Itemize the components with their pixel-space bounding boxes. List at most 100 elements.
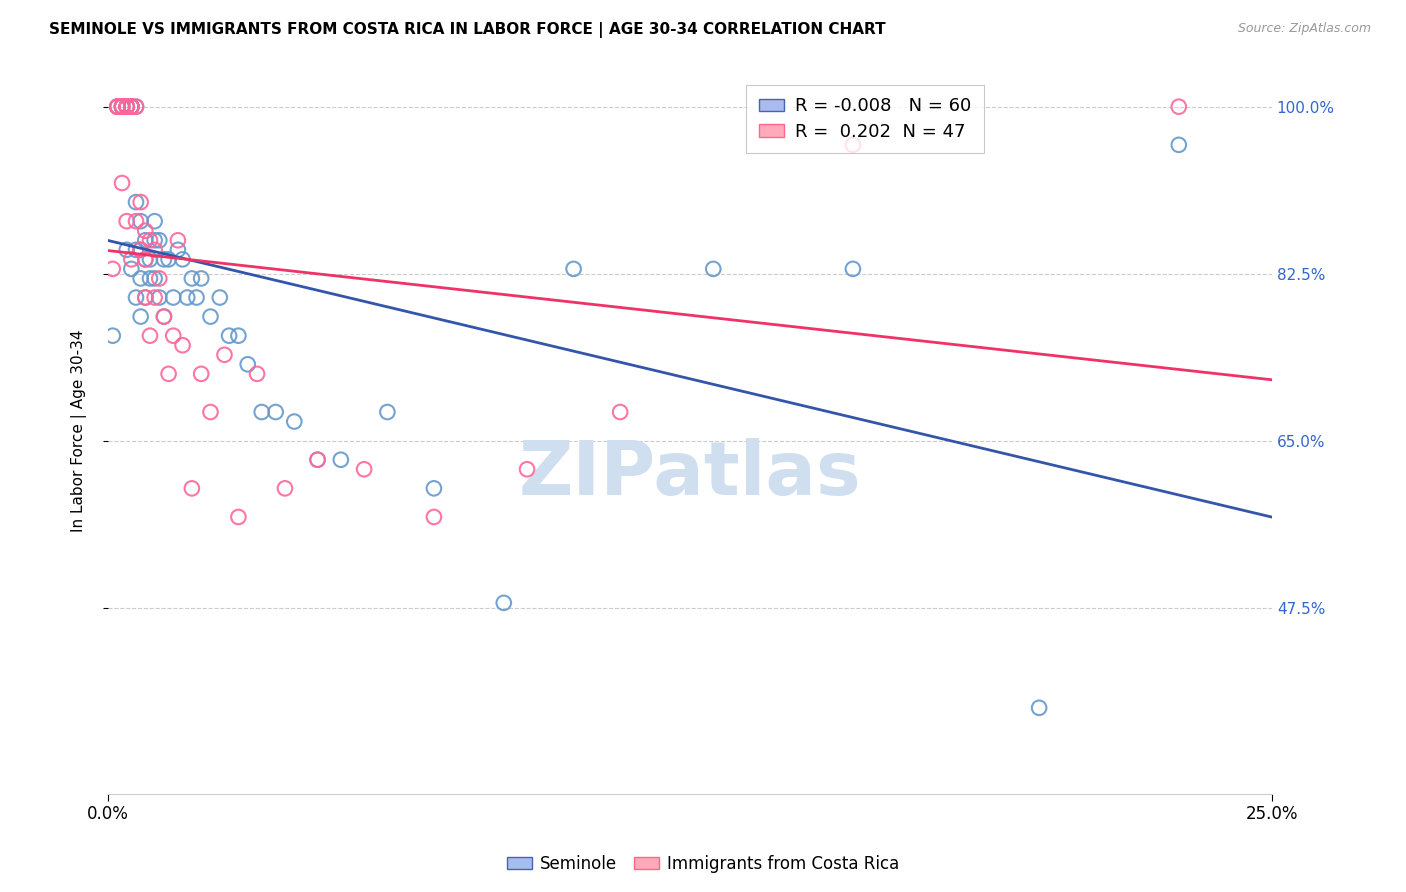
Point xyxy=(115,100,138,114)
Text: Source: ZipAtlas.com: Source: ZipAtlas.com xyxy=(1237,22,1371,36)
Point xyxy=(120,100,142,114)
Point xyxy=(120,100,142,114)
Point xyxy=(143,214,166,228)
Point xyxy=(214,348,236,362)
Point xyxy=(208,291,231,305)
Point xyxy=(250,405,273,419)
Point xyxy=(111,100,134,114)
Point xyxy=(162,328,184,343)
Point xyxy=(157,252,180,267)
Point xyxy=(186,291,208,305)
Point xyxy=(283,415,305,429)
Point xyxy=(167,233,190,247)
Point xyxy=(180,481,202,495)
Text: ZIPatlas: ZIPatlas xyxy=(519,438,862,511)
Point xyxy=(105,100,128,114)
Point xyxy=(842,137,865,152)
Legend: R = -0.008   N = 60, R =  0.202  N = 47: R = -0.008 N = 60, R = 0.202 N = 47 xyxy=(747,85,984,153)
Point xyxy=(125,291,148,305)
Point xyxy=(125,243,148,257)
Point xyxy=(120,100,142,114)
Point xyxy=(236,357,259,371)
Point xyxy=(148,271,170,285)
Point xyxy=(172,252,194,267)
Point xyxy=(274,481,297,495)
Point xyxy=(111,100,134,114)
Point xyxy=(264,405,287,419)
Point xyxy=(129,243,152,257)
Point xyxy=(129,271,152,285)
Point xyxy=(115,100,138,114)
Point xyxy=(111,100,134,114)
Point xyxy=(153,310,176,324)
Point xyxy=(115,100,138,114)
Point xyxy=(200,405,222,419)
Point xyxy=(246,367,269,381)
Point xyxy=(1167,137,1189,152)
Point xyxy=(134,233,156,247)
Point xyxy=(516,462,538,476)
Point xyxy=(134,252,156,267)
Point xyxy=(120,261,142,276)
Point xyxy=(162,291,184,305)
Point xyxy=(228,328,250,343)
Point xyxy=(134,291,156,305)
Point xyxy=(105,100,128,114)
Point xyxy=(105,100,128,114)
Point xyxy=(377,405,399,419)
Point xyxy=(143,243,166,257)
Point xyxy=(111,100,134,114)
Point xyxy=(125,214,148,228)
Point xyxy=(1167,100,1189,114)
Point xyxy=(120,100,142,114)
Point xyxy=(190,271,212,285)
Point xyxy=(143,291,166,305)
Point xyxy=(120,100,142,114)
Point xyxy=(139,233,162,247)
Point xyxy=(423,481,446,495)
Point xyxy=(125,100,148,114)
Point xyxy=(143,271,166,285)
Point xyxy=(134,291,156,305)
Point xyxy=(200,310,222,324)
Point xyxy=(129,214,152,228)
Point xyxy=(125,195,148,210)
Point xyxy=(842,261,865,276)
Point xyxy=(329,452,352,467)
Point xyxy=(129,310,152,324)
Point xyxy=(105,100,128,114)
Point xyxy=(353,462,375,476)
Point xyxy=(167,243,190,257)
Point xyxy=(101,261,124,276)
Point xyxy=(115,100,138,114)
Point xyxy=(101,328,124,343)
Point xyxy=(176,291,198,305)
Point xyxy=(157,367,180,381)
Point xyxy=(120,252,142,267)
Text: SEMINOLE VS IMMIGRANTS FROM COSTA RICA IN LABOR FORCE | AGE 30-34 CORRELATION CH: SEMINOLE VS IMMIGRANTS FROM COSTA RICA I… xyxy=(49,22,886,38)
Point xyxy=(105,100,128,114)
Point xyxy=(190,367,212,381)
Point xyxy=(423,510,446,524)
Point xyxy=(111,100,134,114)
Point xyxy=(134,224,156,238)
Point xyxy=(129,243,152,257)
Point xyxy=(115,214,138,228)
Point xyxy=(609,405,631,419)
Point xyxy=(153,310,176,324)
Point xyxy=(139,271,162,285)
Point xyxy=(111,176,134,190)
Point xyxy=(120,100,142,114)
Point xyxy=(129,195,152,210)
Point xyxy=(180,271,202,285)
Point xyxy=(139,252,162,267)
Point xyxy=(228,510,250,524)
Point xyxy=(148,233,170,247)
Point xyxy=(115,100,138,114)
Point xyxy=(307,452,329,467)
Point xyxy=(115,100,138,114)
Point xyxy=(115,243,138,257)
Point xyxy=(111,100,134,114)
Point xyxy=(143,233,166,247)
Point xyxy=(307,452,329,467)
